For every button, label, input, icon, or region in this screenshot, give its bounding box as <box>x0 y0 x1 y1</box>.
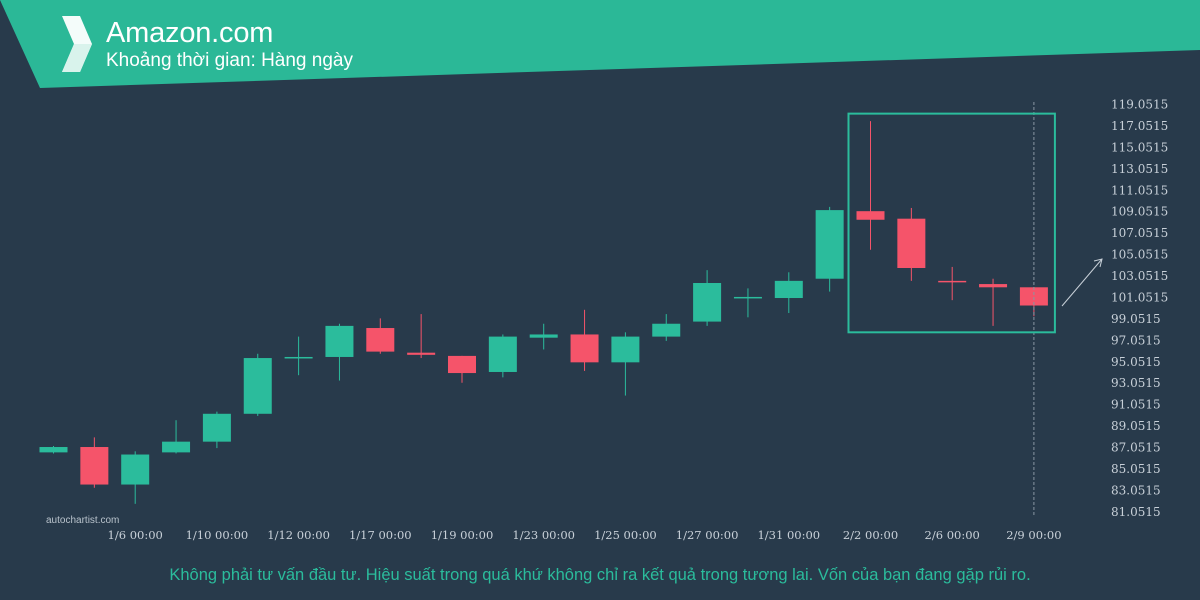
disclaimer: Không phải tư vấn đầu tư. Hiệu suất tron… <box>169 566 1031 584</box>
candle <box>39 445 68 454</box>
candle-body <box>284 356 313 359</box>
candle <box>529 323 558 350</box>
candle-body <box>39 447 68 453</box>
y-tick-label: 103.0515 <box>1111 269 1168 283</box>
candle-body <box>1019 287 1048 306</box>
x-tick-label: 1/10 00:00 <box>186 528 249 542</box>
autochartist-logo <box>62 16 92 72</box>
y-tick-label: 101.0515 <box>1111 290 1168 304</box>
forecast-arrow-shaft <box>1061 258 1103 307</box>
candle <box>448 355 476 383</box>
candle <box>979 278 1008 326</box>
x-tick-label: 1/23 00:00 <box>512 528 575 542</box>
candle-body <box>897 218 926 268</box>
forecast-arrow <box>1061 258 1103 307</box>
y-tick-label: 87.0515 <box>1111 441 1161 455</box>
candle <box>1019 287 1048 317</box>
candle-body <box>243 358 272 414</box>
x-tick-label: 2/2 00:00 <box>843 528 898 542</box>
y-tick-label: 107.0515 <box>1111 226 1168 240</box>
candle-body <box>162 441 191 453</box>
candle <box>284 336 313 376</box>
y-tick-label: 81.0515 <box>1111 505 1161 519</box>
candle <box>162 420 191 454</box>
candle-body <box>202 413 231 442</box>
candle-body <box>80 447 109 485</box>
y-tick-label: 95.0515 <box>1111 355 1161 369</box>
candle <box>325 323 354 381</box>
x-tick-label: 1/12 00:00 <box>267 528 330 542</box>
x-tick-label: 1/31 00:00 <box>757 528 820 542</box>
candle <box>815 206 844 292</box>
candle <box>856 121 885 250</box>
x-tick-label: 1/17 00:00 <box>349 528 412 542</box>
header-band <box>0 0 1200 88</box>
timeframe-subtitle: Khoảng thời gian: Hàng ngày <box>106 50 353 71</box>
candle-body <box>733 296 762 299</box>
candle <box>938 266 967 301</box>
candle-body <box>693 283 722 322</box>
y-tick-label: 119.0515 <box>1111 98 1168 112</box>
y-tick-label: 111.0515 <box>1111 183 1168 197</box>
y-tick-label: 113.0515 <box>1111 162 1168 176</box>
y-tick-label: 109.0515 <box>1111 205 1168 219</box>
candle <box>897 207 926 281</box>
candle-body <box>325 325 354 357</box>
x-tick-label: 1/25 00:00 <box>594 528 657 542</box>
y-tick-label: 93.0515 <box>1111 376 1161 390</box>
y-tick-label: 105.0515 <box>1111 248 1168 262</box>
candle-body <box>570 334 599 363</box>
x-tick-label: 2/9 00:00 <box>1006 528 1061 542</box>
candle <box>733 288 762 318</box>
watermark: autochartist.com <box>46 515 120 526</box>
x-tick-label: 1/27 00:00 <box>676 528 739 542</box>
candle <box>121 451 150 504</box>
candle-body <box>652 323 681 337</box>
candle-body <box>121 454 150 485</box>
candle <box>611 332 640 396</box>
y-tick-label: 89.0515 <box>1111 419 1161 433</box>
x-tick-label: 1/19 00:00 <box>431 528 494 542</box>
candle <box>407 314 436 359</box>
candle-body <box>774 280 803 299</box>
instrument-title: Amazon.com <box>106 17 274 49</box>
candle <box>243 353 272 416</box>
candle <box>774 272 803 314</box>
y-tick-label: 97.0515 <box>1111 333 1161 347</box>
y-tick-label: 83.0515 <box>1111 483 1161 497</box>
candle-body <box>979 284 1008 288</box>
x-tick-label: 1/6 00:00 <box>108 528 163 542</box>
candle-body <box>815 210 844 279</box>
candle-body <box>856 211 885 220</box>
candle <box>488 334 517 378</box>
candle-body <box>488 336 517 372</box>
candle <box>80 437 109 488</box>
candle-body <box>611 336 640 363</box>
forecast-arrow-head <box>1093 258 1103 268</box>
x-tick-label: 2/6 00:00 <box>925 528 980 542</box>
candle <box>570 309 599 371</box>
candle <box>202 411 231 449</box>
y-tick-label: 91.0515 <box>1111 398 1161 412</box>
candle <box>366 318 395 354</box>
candle-body <box>529 334 558 338</box>
pattern-box <box>847 112 1056 334</box>
candle-body <box>938 280 967 283</box>
candle <box>693 270 722 326</box>
candle-body <box>407 352 436 355</box>
candle-body <box>366 328 395 352</box>
y-tick-label: 99.0515 <box>1111 312 1161 326</box>
y-tick-label: 85.0515 <box>1111 462 1161 476</box>
y-tick-label: 117.0515 <box>1111 119 1168 133</box>
candle-body <box>448 355 476 374</box>
candle <box>652 314 681 341</box>
y-tick-label: 115.0515 <box>1111 140 1168 154</box>
